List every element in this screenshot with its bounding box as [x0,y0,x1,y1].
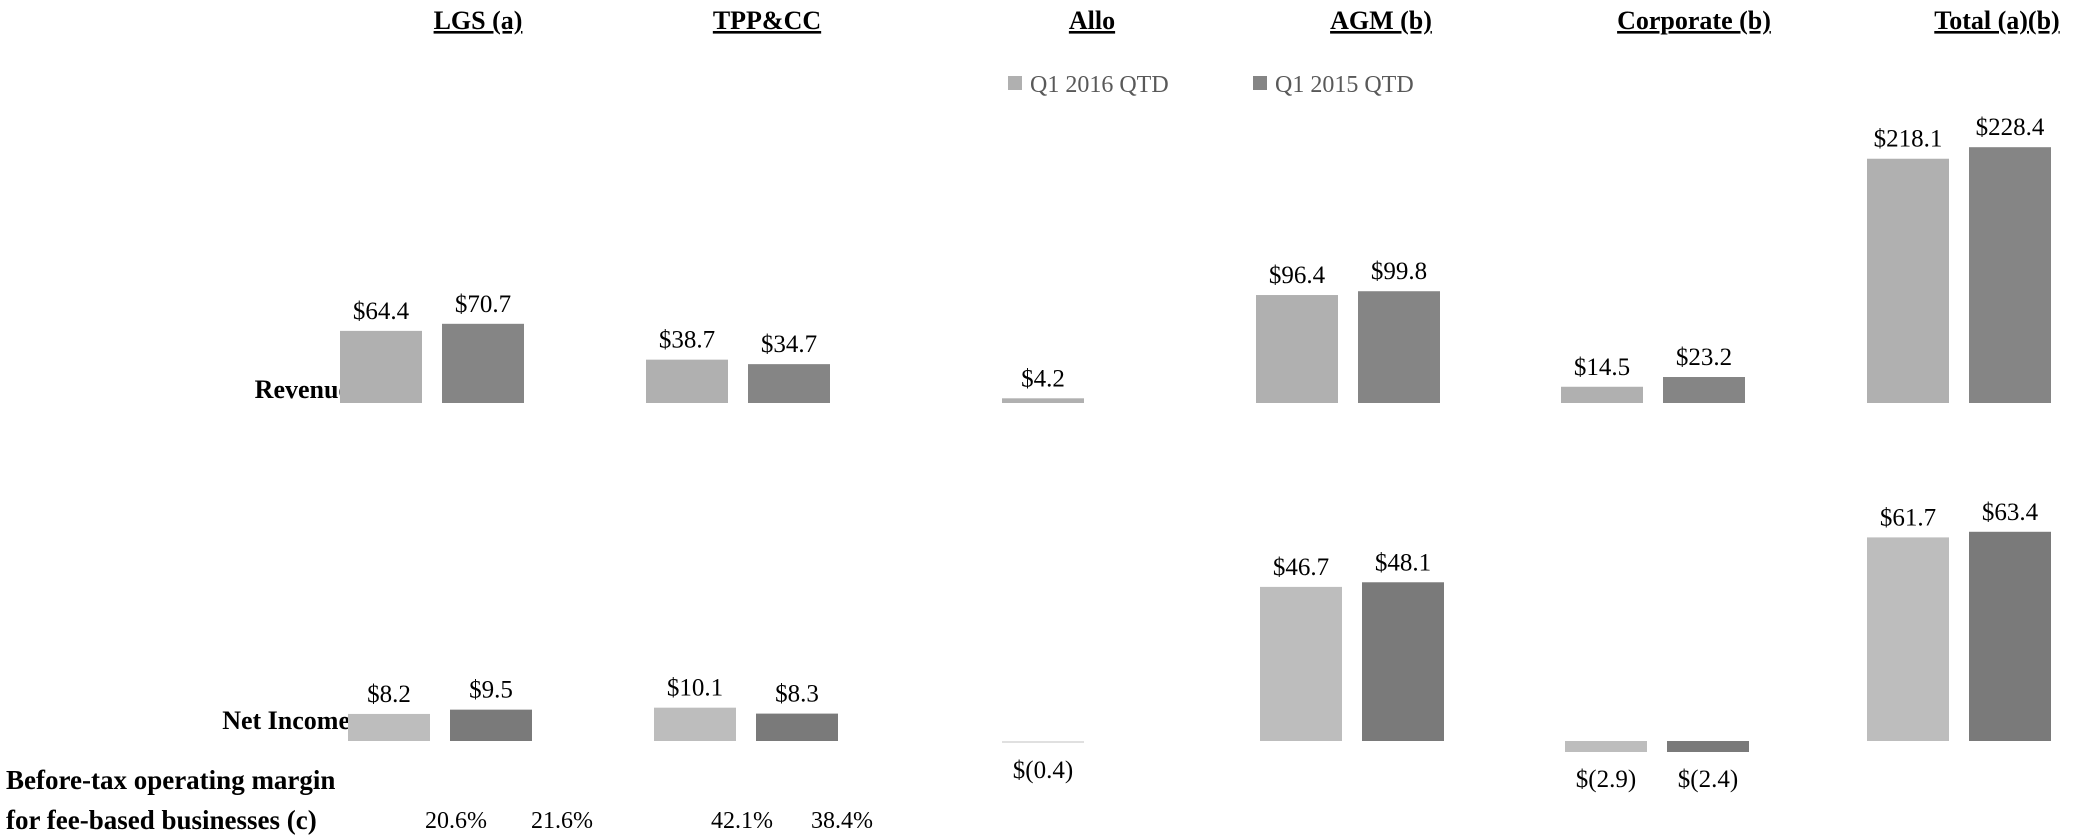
value-label-net-income-corporate-b-q1-2016: $(2.9) [1576,766,1636,793]
bar-net-income-lgs-a-q1-2016 [348,713,430,741]
bar-revenue-total-a-b-q1-2016 [1867,158,1949,403]
margin-value-tpp-cc-q1-2015: 38.4% [811,808,873,834]
bar-revenue-tpp-cc-q1-2015 [748,364,830,403]
value-label-net-income-total-a-b-q1-2016: $61.7 [1880,504,1936,531]
value-label-revenue-corporate-b-q1-2016: $14.5 [1574,354,1630,381]
legend-label-q1-2016: Q1 2016 QTD [1030,72,1169,98]
bar-revenue-agm-b-q1-2016 [1256,295,1338,403]
bar-revenue-corporate-b-q1-2015 [1663,377,1745,403]
segment-title-tpp-cc: TPP&CC [713,6,821,35]
value-label-net-income-agm-b-q1-2015: $48.1 [1375,549,1431,576]
value-label-net-income-lgs-a-q1-2015: $9.5 [469,677,513,704]
segment-title-corporate-b: Corporate (b) [1617,6,1771,35]
bar-net-income-lgs-a-q1-2015 [450,709,532,741]
value-label-net-income-tpp-cc-q1-2015: $8.3 [775,681,819,708]
segment-title-agm-b: AGM (b) [1330,6,1432,35]
value-label-revenue-corporate-b-q1-2015: $23.2 [1676,344,1732,371]
value-label-net-income-allo-q1-2016: $(0.4) [1013,757,1073,784]
value-label-revenue-lgs-a-q1-2016: $64.4 [353,298,410,325]
bar-net-income-tpp-cc-q1-2016 [654,707,736,741]
bar-net-income-agm-b-q1-2015 [1362,582,1444,741]
margin-label-line2: for fee-based businesses (c) [6,805,317,835]
row-label-revenue: Revenue [255,375,350,404]
row-label-net-income: Net Income [222,706,350,735]
legend-swatch-q1-2015 [1253,76,1267,90]
bar-net-income-corporate-b-q1-2016 [1565,741,1647,752]
segment-title-allo: Allo [1069,6,1115,35]
bar-net-income-allo-q1-2016 [1002,741,1084,743]
value-label-revenue-agm-b-q1-2015: $99.8 [1371,258,1427,285]
margin-value-lgs-a-q1-2015: 21.6% [531,808,593,834]
bar-net-income-agm-b-q1-2016 [1260,586,1342,741]
bar-net-income-total-a-b-q1-2015 [1969,531,2051,741]
bar-net-income-total-a-b-q1-2016 [1867,537,1949,741]
value-label-revenue-tpp-cc-q1-2016: $38.7 [659,327,715,354]
value-label-revenue-tpp-cc-q1-2015: $34.7 [761,331,817,358]
bar-net-income-tpp-cc-q1-2015 [756,713,838,741]
margin-value-tpp-cc-q1-2016: 42.1% [711,808,773,834]
value-label-net-income-agm-b-q1-2016: $46.7 [1273,554,1329,581]
bar-net-income-corporate-b-q1-2015 [1667,741,1749,752]
legend: Q1 2016 QTD Q1 2015 QTD [1008,72,1414,98]
value-label-revenue-total-a-b-q1-2015: $228.4 [1976,114,2045,141]
segment-title-total-a-b: Total (a)(b) [1934,6,2059,35]
value-label-revenue-agm-b-q1-2016: $96.4 [1269,262,1326,289]
value-label-net-income-lgs-a-q1-2016: $8.2 [367,681,411,708]
value-label-net-income-tpp-cc-q1-2016: $10.1 [667,675,723,702]
margin-label-line1: Before-tax operating margin [6,765,335,795]
bar-revenue-tpp-cc-q1-2016 [646,359,728,403]
value-label-net-income-total-a-b-q1-2015: $63.4 [1982,499,2039,526]
bar-revenue-total-a-b-q1-2015 [1969,147,2051,403]
value-label-revenue-lgs-a-q1-2015: $70.7 [455,291,511,318]
value-label-net-income-corporate-b-q1-2015: $(2.4) [1678,766,1738,793]
legend-label-q1-2015: Q1 2015 QTD [1275,72,1414,98]
segment-title-lgs-a: LGS (a) [434,6,523,35]
bar-revenue-agm-b-q1-2015 [1358,291,1440,403]
bar-revenue-allo-q1-2016 [1002,398,1084,403]
value-label-revenue-total-a-b-q1-2016: $218.1 [1874,126,1943,153]
bar-revenue-lgs-a-q1-2015 [442,323,524,403]
legend-swatch-q1-2016 [1008,76,1022,90]
value-label-revenue-allo-q1-2016: $4.2 [1021,365,1065,392]
margin-value-lgs-a-q1-2016: 20.6% [425,808,487,834]
bar-revenue-corporate-b-q1-2016 [1561,386,1643,403]
bar-revenue-lgs-a-q1-2016 [340,330,422,403]
